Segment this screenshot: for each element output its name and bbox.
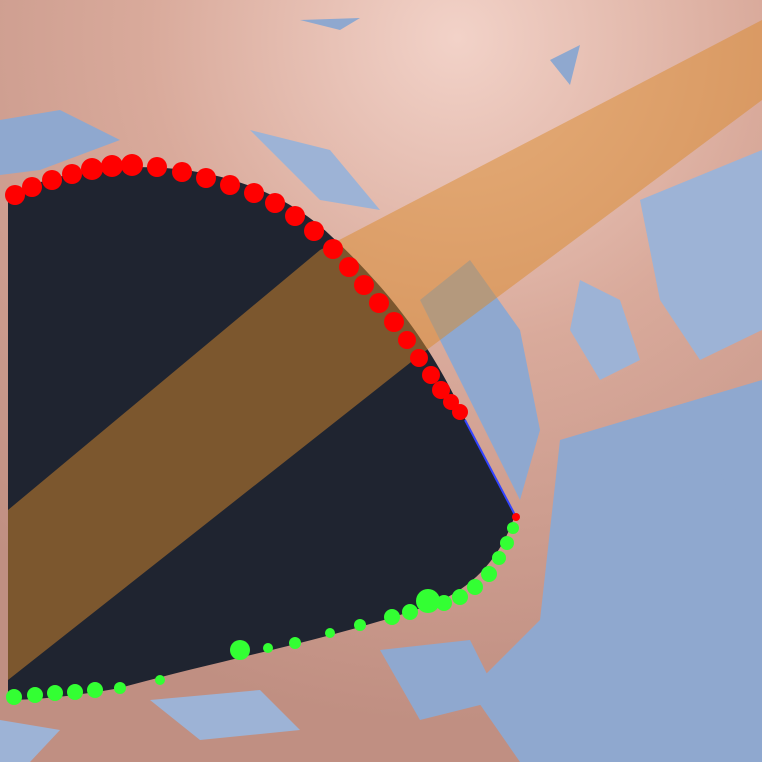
probe-band xyxy=(8,20,762,680)
marker xyxy=(416,589,440,613)
marker xyxy=(436,595,452,611)
mesh-patch xyxy=(640,150,762,360)
marker xyxy=(384,312,404,332)
marker xyxy=(114,682,126,694)
marker xyxy=(155,675,165,685)
marker xyxy=(398,331,416,349)
marker xyxy=(147,157,167,177)
mesh-patches xyxy=(0,18,762,762)
marker xyxy=(244,183,264,203)
marker xyxy=(196,168,216,188)
mesh-patch xyxy=(0,110,120,175)
marker xyxy=(121,154,143,176)
marker xyxy=(452,589,468,605)
marker xyxy=(62,164,82,184)
marker xyxy=(467,579,483,595)
marker xyxy=(5,185,25,205)
marker xyxy=(47,685,63,701)
marker xyxy=(285,206,305,226)
marker xyxy=(323,239,343,259)
marker xyxy=(339,257,359,277)
marker xyxy=(263,643,273,653)
marker xyxy=(230,640,250,660)
marker xyxy=(289,637,301,649)
marker xyxy=(432,381,450,399)
green-markers xyxy=(6,522,519,705)
mesh-patch xyxy=(660,470,740,540)
mesh-patch xyxy=(570,280,640,380)
marker xyxy=(354,275,374,295)
mesh-patch xyxy=(550,45,580,85)
marker xyxy=(22,177,42,197)
marker xyxy=(81,158,103,180)
marker xyxy=(354,619,366,631)
marker xyxy=(410,349,428,367)
marker xyxy=(422,366,440,384)
marker xyxy=(87,682,103,698)
marker xyxy=(304,221,324,241)
marker xyxy=(452,404,468,420)
marker xyxy=(172,162,192,182)
marker xyxy=(369,293,389,313)
marker xyxy=(27,687,43,703)
marker xyxy=(492,551,506,565)
mesh-patch xyxy=(300,18,360,30)
mesh-patch xyxy=(380,640,500,720)
marker xyxy=(42,170,62,190)
marker xyxy=(384,609,400,625)
marker xyxy=(220,175,240,195)
marker xyxy=(507,522,519,534)
edge-line xyxy=(464,419,516,516)
mesh-patch xyxy=(0,720,60,762)
marker xyxy=(265,193,285,213)
marker xyxy=(6,689,22,705)
marker xyxy=(402,604,418,620)
red-markers xyxy=(5,154,520,521)
marker xyxy=(500,536,514,550)
marker xyxy=(101,155,123,177)
marker xyxy=(481,566,497,582)
mesh-patch xyxy=(250,130,380,210)
mesh-patch xyxy=(150,690,300,740)
marker xyxy=(512,513,520,521)
marker xyxy=(67,684,83,700)
marker xyxy=(325,628,335,638)
